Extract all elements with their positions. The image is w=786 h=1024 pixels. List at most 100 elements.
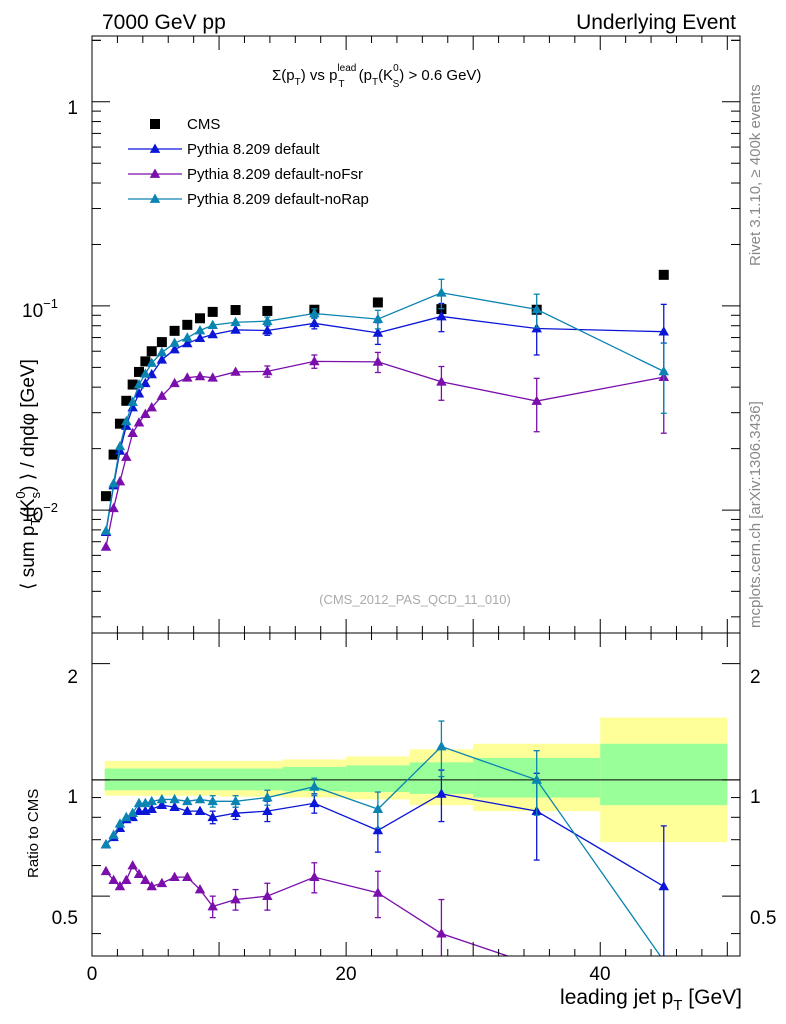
- main-point-pythia-8-209-default: [230, 324, 241, 334]
- main-point-pythia-8-209-default-norap: [372, 313, 384, 323]
- main-point-pythia-8-209-default-norap: [114, 440, 126, 451]
- main-point-pythia-8-209-default: [169, 343, 180, 354]
- ratio-point-pythia-8-209-default-norap: [194, 793, 206, 804]
- ratio-point-pythia-8-209-default-norap: [100, 839, 112, 849]
- ratio-point-pythia-8-209-default-nofsr: [127, 860, 138, 870]
- main-point-cms: [230, 305, 241, 316]
- ratio-point-pythia-8-209-default-nofsr: [140, 874, 151, 885]
- legend-marker-pythia-8-209-default-norap: [149, 193, 161, 203]
- legend: CMS Pythia 8.209 default Pythia 8.209 defa…: [128, 116, 369, 208]
- main-point-pythia-8-209-default: [207, 328, 218, 339]
- legend-label-pythia-8-209-default-nofsr: Pythia 8.209 default-noFsr: [187, 166, 363, 183]
- ratio-point-pythia-8-209-default-norap: [127, 807, 138, 818]
- main-point-pythia-8-209-default-nofsr: [146, 402, 157, 412]
- ratio-tick-label-1-left: 1: [67, 787, 78, 808]
- ratio-point-pythia-8-209-default-nofsr: [194, 884, 206, 894]
- ratio-point-pythia-8-209-default-norap: [121, 811, 132, 822]
- legend-marker-cms: [150, 119, 160, 129]
- ratio-point-pythia-8-209-default-norap: [182, 795, 193, 806]
- y-axis-label-main: ⟨ sum pT(K0s) ⟩ / dηdφ [GeV]: [13, 359, 43, 590]
- legend-marker-pythia-8-209-default: [149, 143, 161, 153]
- ratio-point-pythia-8-209-default: [436, 788, 447, 798]
- main-point-cms: [140, 356, 151, 367]
- main-point-pythia-8-209-default-norap: [658, 365, 669, 376]
- main-point-pythia-8-209-default-norap: [436, 287, 447, 297]
- x-tick-label-0: 0: [87, 964, 98, 985]
- ratio-point-pythia-8-209-default: [194, 805, 206, 815]
- main-point-pythia-8-209-default-nofsr: [207, 372, 218, 382]
- ratio-line-pythia-8-209-default-nofsr: [105, 864, 510, 956]
- ratio-point-pythia-8-209-default-nofsr: [531, 960, 541, 969]
- main-point-pythia-8-209-default-nofsr: [194, 370, 206, 381]
- legend-label-pythia-8-209-default: Pythia 8.209 default: [187, 141, 320, 158]
- main-point-pythia-8-209-default: [182, 337, 193, 348]
- x-axis-label: leading jet pT [GeV]: [560, 986, 742, 1014]
- ratio-point-pythia-8-209-default-nofsr: [230, 894, 241, 904]
- ratio-point-pythia-8-209-default: [182, 805, 193, 815]
- main-line-pythia-8-209-default: [105, 315, 664, 533]
- main-point-pythia-8-209-default-nofsr: [169, 377, 180, 388]
- main-point-pythia-8-209-default: [194, 332, 206, 343]
- ratio-point-pythia-8-209-default-norap: [207, 795, 218, 806]
- mcplots-label: mcplots.cern.ch [arXiv:1306.3436]: [747, 401, 764, 628]
- main-point-pythia-8-209-default-nofsr: [436, 376, 447, 386]
- ratio-point-pythia-8-209-default-norap: [531, 774, 542, 784]
- main-point-pythia-8-209-default: [436, 310, 447, 321]
- main-point-pythia-8-209-default-norap: [108, 477, 119, 488]
- main-point-pythia-8-209-default: [156, 354, 168, 364]
- ratio-panel-frame: [91, 632, 741, 957]
- legend-label-cms: CMS: [187, 116, 220, 133]
- rivet-version-label: Rivet 3.1.10, ≥ 400k events: [747, 84, 764, 266]
- y-axis-label-ratio: Ratio to CMS: [25, 789, 42, 878]
- ratio-point-pythia-8-209-default-norap: [169, 793, 180, 804]
- main-point-cms: [134, 366, 145, 377]
- main-point-pythia-8-209-default-nofsr: [372, 356, 384, 366]
- ratio-point-pythia-8-209-default: [658, 880, 669, 891]
- main-point-pythia-8-209-default-nofsr: [127, 427, 138, 438]
- main-point-pythia-8-209-default-norap: [127, 396, 138, 406]
- main-point-pythia-8-209-default-norap: [121, 415, 132, 426]
- main-point-pythia-8-209-default-norap: [531, 303, 542, 314]
- main-point-pythia-8-209-default-norap: [133, 379, 145, 389]
- ratio-point-pythia-8-209-default: [309, 797, 320, 808]
- ratio-point-pythia-8-209-default-norap: [262, 792, 273, 802]
- ratio-tick-label-2-right: 2: [750, 667, 761, 688]
- main-point-pythia-8-209-default-norap: [100, 525, 112, 535]
- main-point-cms: [156, 337, 167, 348]
- main-point-cms: [207, 306, 218, 317]
- main-point-cms: [658, 269, 669, 280]
- ratio-point-pythia-8-209-default-norap: [230, 795, 241, 806]
- ratio-point-pythia-8-209-default-nofsr: [121, 874, 132, 885]
- main-point-cms: [114, 418, 125, 429]
- header-left-label: 7000 GeV pp: [102, 11, 226, 34]
- ratio-point-pythia-8-209-default-norap: [663, 955, 665, 956]
- main-point-pythia-8-209-default: [140, 377, 151, 388]
- main-point-pythia-8-209-default-nofsr: [230, 366, 241, 376]
- main-point-pythia-8-209-default-nofsr: [309, 355, 320, 366]
- main-point-cms: [108, 449, 119, 460]
- header-right-label: Underlying Event: [576, 11, 736, 34]
- ratio-point-pythia-8-209-default-nofsr: [182, 871, 193, 881]
- main-point-cms: [146, 346, 157, 357]
- main-point-pythia-8-209-default: [121, 420, 132, 430]
- main-point-pythia-8-209-default-nofsr: [182, 372, 193, 382]
- main-point-pythia-8-209-default-nofsr: [262, 365, 273, 376]
- main-point-pythia-8-209-default-norap: [156, 346, 168, 357]
- band-green-6: [600, 743, 728, 806]
- ratio-point-pythia-8-209-default-norap: [108, 829, 119, 839]
- legend-label-pythia-8-209-default-norap: Pythia 8.209 default-noRap: [187, 191, 369, 208]
- ratio-point-pythia-8-209-default-norap: [146, 795, 157, 806]
- ratio-point-pythia-8-209-default-nofsr: [372, 887, 384, 897]
- axes-frames: [91, 35, 741, 957]
- main-point-pythia-8-209-default-norap: [230, 316, 241, 327]
- uncertainty-bands: [92, 717, 740, 843]
- ratio-tick-label-2-left: 2: [67, 667, 78, 688]
- ratio-point-pythia-8-209-default-nofsr: [436, 928, 447, 938]
- main-point-cms: [121, 395, 132, 406]
- main-point-pythia-8-209-default: [133, 388, 145, 398]
- main-point-pythia-8-209-default: [372, 327, 384, 337]
- main-point-pythia-8-209-default: [262, 325, 273, 335]
- legend-marker-pythia-8-209-default-nofsr: [149, 168, 161, 178]
- ratio-point-pythia-8-209-default-nofsr: [309, 871, 320, 881]
